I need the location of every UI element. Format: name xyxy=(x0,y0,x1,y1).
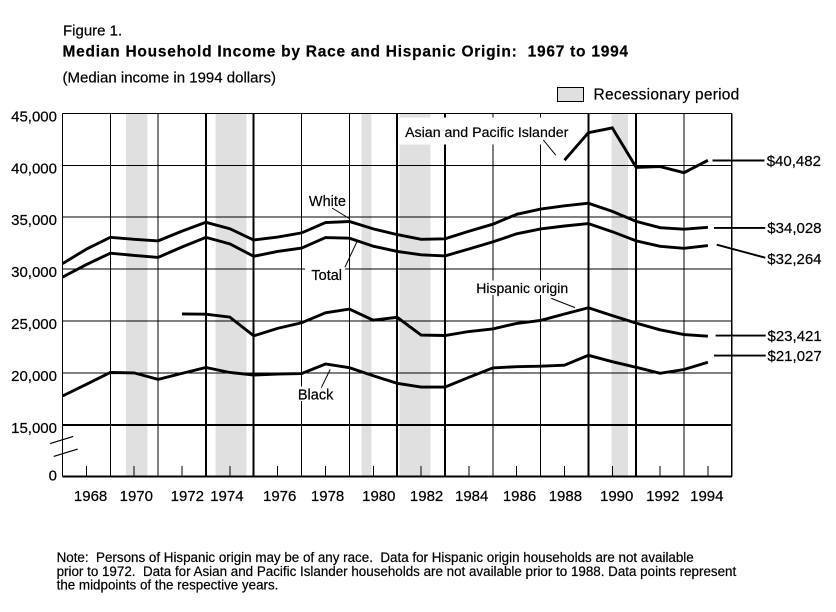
svg-text:1988: 1988 xyxy=(549,488,582,505)
svg-text:1986: 1986 xyxy=(503,488,536,505)
svg-text:1972: 1972 xyxy=(171,488,204,505)
svg-text:1990: 1990 xyxy=(600,488,633,505)
svg-text:$21,027: $21,027 xyxy=(768,348,822,365)
svg-text:$40,482: $40,482 xyxy=(767,153,821,170)
svg-text:1974: 1974 xyxy=(210,488,243,505)
svg-text:30,000: 30,000 xyxy=(11,264,57,281)
svg-text:1992: 1992 xyxy=(646,488,679,505)
svg-text:1984: 1984 xyxy=(455,488,488,505)
svg-text:Asian and Pacific Islander: Asian and Pacific Islander xyxy=(405,125,569,141)
svg-text:1994: 1994 xyxy=(690,488,723,505)
svg-text:1976: 1976 xyxy=(263,488,296,505)
svg-text:Median Household Income by Rac: Median Household Income by Race and Hisp… xyxy=(63,43,629,60)
svg-text:the midpoints of the respectiv: the midpoints of the respective years. xyxy=(57,578,279,593)
svg-text:Note: Persons of Hispanic ori: Note: Persons of Hispanic origin may be … xyxy=(57,550,694,565)
svg-text:1980: 1980 xyxy=(362,488,395,505)
svg-text:45,000: 45,000 xyxy=(11,108,57,125)
svg-text:prior to 1972. Data for Asian: prior to 1972. Data for Asian and Pacifi… xyxy=(57,564,737,579)
svg-text:$23,421: $23,421 xyxy=(768,328,822,345)
svg-text:White: White xyxy=(309,194,346,210)
svg-text:Total: Total xyxy=(311,268,342,284)
svg-text:1968: 1968 xyxy=(74,488,107,505)
svg-text:35,000: 35,000 xyxy=(11,212,57,229)
svg-text:20,000: 20,000 xyxy=(11,368,57,385)
svg-text:1970: 1970 xyxy=(120,488,153,505)
svg-text:25,000: 25,000 xyxy=(11,316,57,333)
svg-text:$34,028: $34,028 xyxy=(767,220,821,237)
svg-text:1978: 1978 xyxy=(311,488,344,505)
svg-text:0: 0 xyxy=(49,467,57,484)
svg-text:$32,264: $32,264 xyxy=(767,251,821,268)
svg-text:15,000: 15,000 xyxy=(11,420,57,437)
svg-text:Figure 1.: Figure 1. xyxy=(63,23,122,40)
svg-text:Black: Black xyxy=(298,388,334,404)
svg-text:Hispanic origin: Hispanic origin xyxy=(476,280,568,296)
svg-text:40,000: 40,000 xyxy=(11,160,57,177)
svg-text:(Median income in 1994 dollars: (Median income in 1994 dollars) xyxy=(63,70,276,87)
svg-text:Recessionary period: Recessionary period xyxy=(594,87,740,104)
svg-text:1982: 1982 xyxy=(410,488,443,505)
